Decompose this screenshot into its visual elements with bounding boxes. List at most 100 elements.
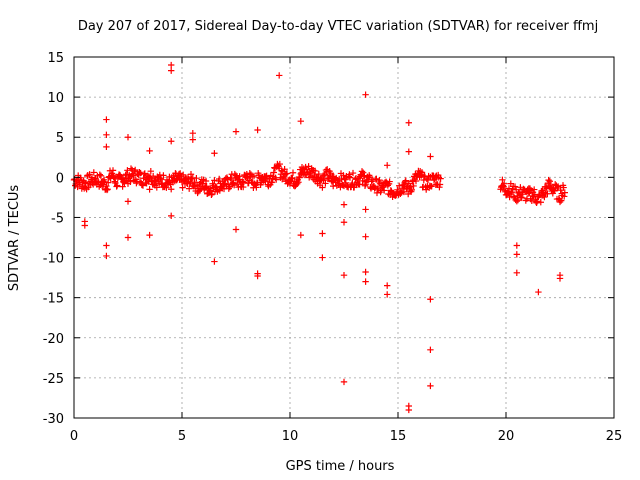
band-point: [501, 180, 508, 187]
band-point: [216, 175, 223, 183]
band-point: [537, 199, 544, 206]
x-tick-label: 15: [390, 429, 407, 444]
band-point: [418, 169, 426, 176]
band-point: [250, 172, 258, 180]
band-point: [359, 177, 366, 185]
data-point: [189, 130, 196, 137]
data-point: [103, 131, 110, 139]
band-point: [168, 186, 175, 193]
x-tick-label: 25: [606, 429, 623, 444]
band-point: [273, 176, 280, 183]
data-point: [319, 230, 326, 237]
data-point: [427, 382, 434, 390]
data-point: [340, 201, 348, 208]
band-point: [211, 177, 218, 184]
band-point: [555, 183, 562, 190]
data-point: [362, 268, 369, 276]
band-point: [384, 182, 391, 189]
axis-ticks: [73, 56, 615, 419]
data-point: [103, 143, 110, 151]
band-point: [546, 178, 553, 185]
band-point: [104, 186, 111, 193]
band-point: [86, 171, 93, 178]
band-point: [558, 197, 565, 204]
data-point: [232, 226, 240, 233]
data-point: [362, 91, 369, 98]
band-point: [276, 160, 283, 168]
data-point: [168, 212, 175, 220]
band-point: [150, 172, 157, 180]
data-point: [124, 198, 132, 205]
data-point: [405, 406, 412, 414]
band-point: [410, 182, 417, 190]
data-point: [556, 275, 564, 282]
data-point: [319, 254, 326, 261]
band-point: [123, 170, 130, 178]
data-point: [362, 278, 369, 285]
data-point: [254, 126, 261, 134]
band-point: [541, 193, 548, 201]
data-point: [103, 116, 110, 123]
band-point: [153, 184, 160, 191]
band-point: [283, 170, 291, 177]
y-tick-label: -15: [43, 292, 64, 307]
band-point: [437, 175, 444, 182]
x-tick-label: 0: [70, 429, 78, 444]
band-point: [340, 172, 347, 179]
band-point: [105, 179, 112, 186]
band-point: [236, 173, 243, 180]
data-point: [254, 272, 261, 280]
band-point: [179, 184, 186, 191]
band-point: [518, 194, 525, 201]
y-tick-label: 5: [56, 131, 64, 146]
data-point: [211, 258, 218, 265]
band-point: [436, 181, 444, 188]
data-point: [124, 134, 132, 141]
band-point: [544, 190, 551, 198]
data-point: [81, 222, 88, 229]
chart-title: Day 207 of 2017, Sidereal Day-to-day VTE…: [78, 19, 598, 34]
band-point: [528, 197, 535, 204]
band-point: [127, 165, 135, 172]
x-tick-label: 20: [498, 429, 515, 444]
x-tick-label: 10: [282, 429, 299, 444]
band-point: [97, 172, 105, 179]
band-point: [280, 174, 288, 182]
band-markers: [70, 160, 568, 207]
data-point: [276, 72, 283, 79]
band-point: [327, 169, 334, 177]
y-tick-label: -10: [43, 252, 64, 267]
outlier-markers: [81, 61, 564, 414]
band-point: [428, 183, 435, 190]
data-point: [513, 251, 520, 258]
band-point: [556, 198, 564, 206]
data-point: [340, 219, 348, 226]
band-point: [136, 168, 143, 176]
data-point: [168, 61, 175, 69]
band-point: [319, 184, 326, 191]
band-point: [386, 178, 393, 185]
band-point: [109, 167, 117, 174]
data-point: [103, 242, 110, 249]
data-point: [168, 67, 175, 74]
band-point: [358, 168, 366, 175]
band-point: [231, 181, 238, 189]
y-tick-label: -30: [43, 412, 64, 427]
band-point: [346, 174, 354, 181]
band-point: [90, 169, 97, 176]
band-point: [545, 176, 552, 184]
band-point: [356, 181, 363, 188]
data-point: [427, 296, 434, 303]
band-point: [96, 171, 103, 178]
band-point: [289, 175, 296, 182]
data-point: [232, 128, 240, 135]
band-point: [240, 179, 247, 186]
data-point: [384, 291, 391, 298]
data-point: [211, 150, 218, 157]
band-point: [193, 174, 200, 182]
data-point: [384, 282, 391, 289]
y-tick-label: -25: [43, 372, 64, 387]
data-point: [297, 117, 304, 125]
band-point: [322, 180, 329, 187]
